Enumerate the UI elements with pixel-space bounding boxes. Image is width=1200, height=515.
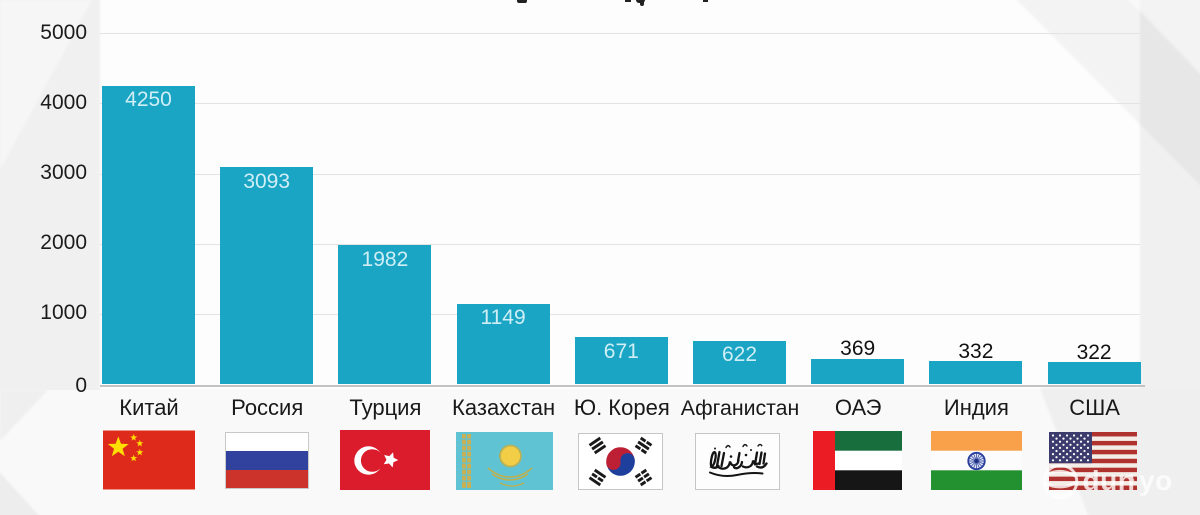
svg-text:dun: dun [1083, 465, 1136, 496]
svg-text:yo: yo [1139, 465, 1173, 496]
